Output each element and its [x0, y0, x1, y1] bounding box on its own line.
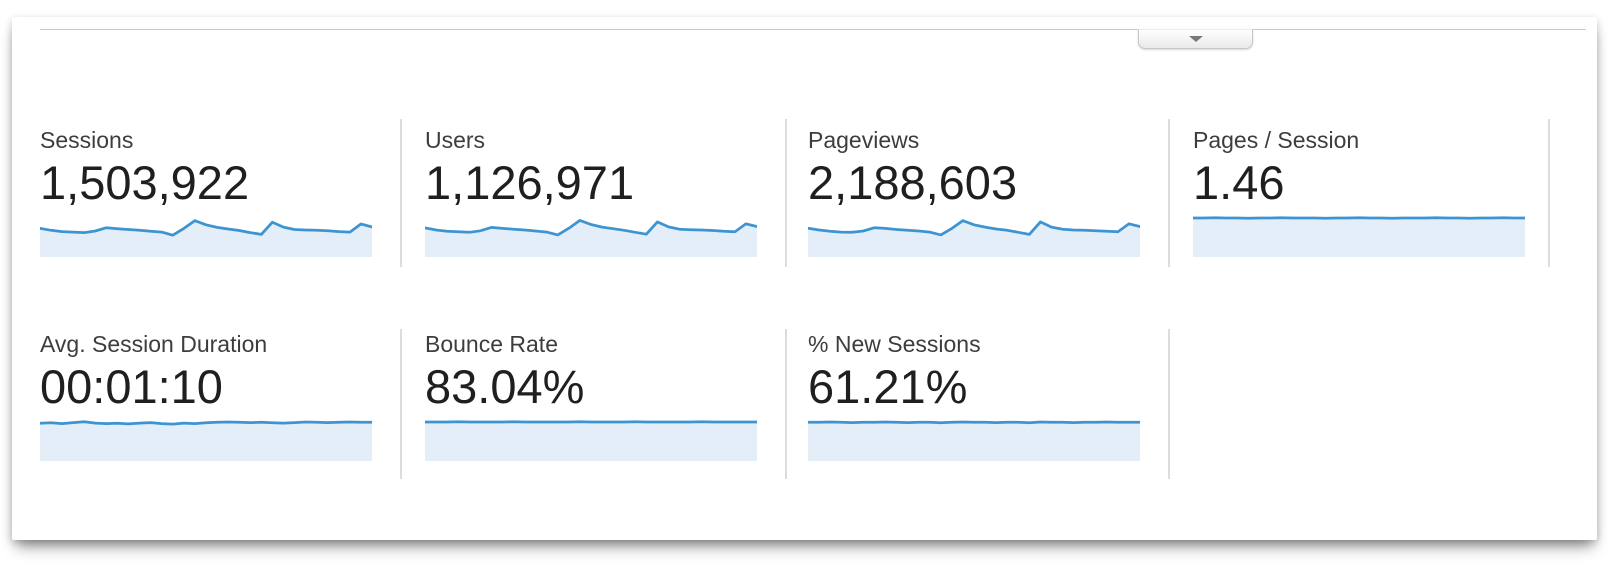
- metric-label: Avg. Session Duration: [40, 331, 268, 357]
- metric-label: Users: [425, 127, 486, 153]
- analytics-overview-panel: Sessions 1,503,922 Users 1,126,971 Pagev…: [12, 17, 1597, 540]
- metric-card-percent-new-sessions[interactable]: % New Sessions 61.21%: [808, 331, 1140, 461]
- column-divider: [785, 329, 787, 479]
- pageviews-sparkline: [808, 215, 1140, 257]
- metric-value: 61.21%: [808, 360, 968, 413]
- metric-value: 1,503,922: [40, 156, 250, 209]
- metric-card-bounce-rate[interactable]: Bounce Rate 83.04%: [425, 331, 757, 461]
- sessions-sparkline: [40, 215, 372, 257]
- metric-card-users[interactable]: Users 1,126,971: [425, 127, 757, 257]
- metric-value: 1,126,971: [425, 156, 635, 209]
- metric-label: Bounce Rate: [425, 331, 558, 357]
- column-divider: [400, 329, 402, 479]
- avg-session-duration-sparkline: [40, 419, 372, 461]
- metric-value: 2,188,603: [808, 156, 1018, 209]
- metric-card-pages-per-session[interactable]: Pages / Session 1.46: [1193, 127, 1525, 257]
- bounce-rate-sparkline: [425, 419, 757, 461]
- metric-value: 00:01:10: [40, 360, 223, 413]
- section-divider-line: [40, 29, 1586, 30]
- column-divider: [1548, 119, 1550, 267]
- metric-card-sessions[interactable]: Sessions 1,503,922: [40, 127, 372, 257]
- users-sparkline: [425, 215, 757, 257]
- metric-card-avg-session-duration[interactable]: Avg. Session Duration 00:01:10: [40, 331, 372, 461]
- new-sessions-sparkline: [808, 419, 1140, 461]
- pages-per-session-sparkline: [1193, 215, 1525, 257]
- triangle-down-icon: [1188, 36, 1203, 42]
- metric-label: Pageviews: [808, 127, 920, 153]
- column-divider: [785, 119, 787, 267]
- column-divider: [400, 119, 402, 267]
- metric-label: Pages / Session: [1193, 127, 1360, 153]
- metric-label: % New Sessions: [808, 331, 981, 357]
- column-divider: [1168, 329, 1170, 479]
- collapse-panel-button[interactable]: [1138, 29, 1253, 49]
- metric-label: Sessions: [40, 127, 134, 153]
- metric-value: 83.04%: [425, 360, 585, 413]
- column-divider: [1168, 119, 1170, 267]
- metric-card-pageviews[interactable]: Pageviews 2,188,603: [808, 127, 1140, 257]
- metric-value: 1.46: [1193, 156, 1285, 209]
